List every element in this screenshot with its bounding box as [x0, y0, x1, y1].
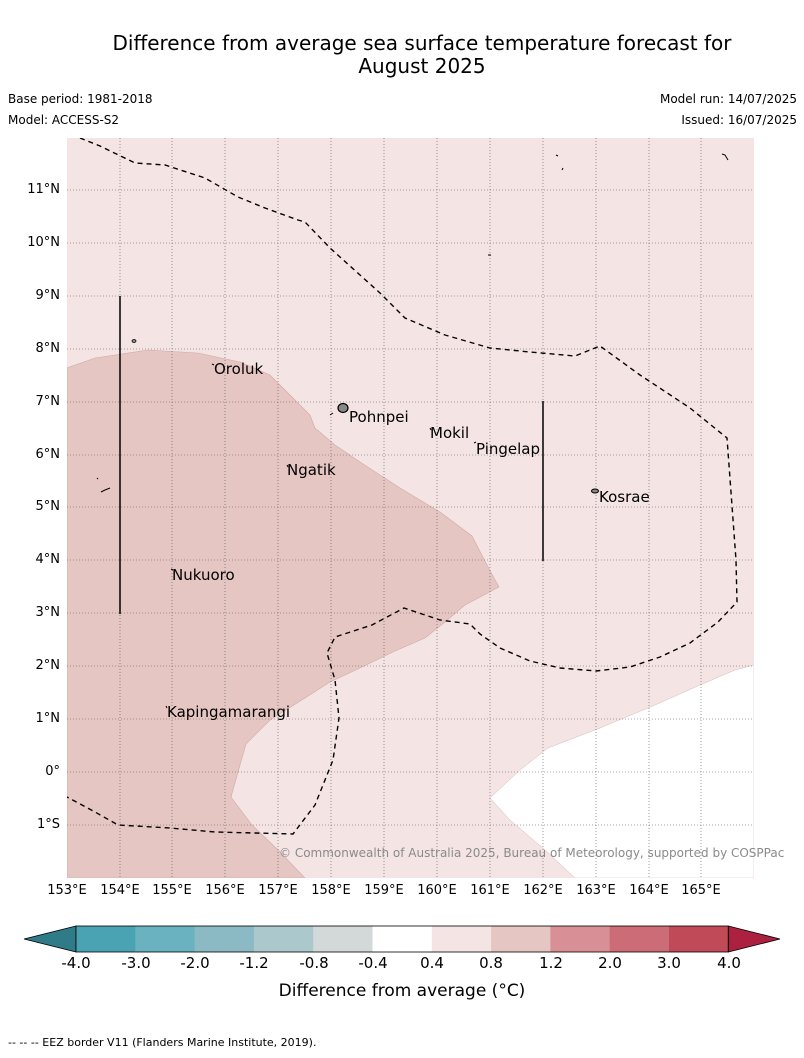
colorbar-title-text: Difference from average (: [278, 981, 499, 1001]
lat-label: 6°N: [35, 447, 61, 462]
place-label-oroluk: Oroluk: [214, 360, 264, 378]
colorbar-tick: -2.0: [180, 954, 210, 972]
lon-label: 164°E: [629, 883, 669, 898]
lat-label: 8°N: [35, 341, 61, 356]
place-label-ngatik: Ngatik: [287, 461, 336, 479]
colorbar-tick: -0.4: [358, 954, 388, 972]
colorbar-tick: 3.0: [657, 954, 681, 972]
place-label-nukuoro: Nukuoro: [172, 566, 235, 584]
lat-label: 0°: [45, 764, 60, 779]
islet: [131, 339, 137, 343]
base-period-text: Base period: 1981-2018: [8, 92, 153, 106]
title-line-1: Difference from average sea surface temp…: [112, 31, 732, 55]
copyright-text: © Commonwealth of Australia 2025, Bureau…: [279, 846, 785, 860]
lon-label: 156°E: [205, 883, 245, 898]
lon-label: 162°E: [523, 883, 563, 898]
lon-label: 163°E: [576, 883, 616, 898]
colorbar-tick: -4.0: [61, 954, 91, 972]
lon-label: 155°E: [152, 883, 192, 898]
lat-label: 11°N: [27, 182, 60, 197]
colorbar-tick: -3.0: [121, 954, 151, 972]
colorbar-tick: -1.2: [239, 954, 269, 972]
lat-label: 2°N: [35, 658, 61, 673]
lat-label: 5°N: [35, 499, 61, 514]
issued-text: Issued: 16/07/2025: [681, 113, 797, 127]
lon-label: 157°E: [258, 883, 298, 898]
pohnpei-island: [337, 402, 349, 414]
anomaly-region-0.8-1.2: [67, 349, 500, 878]
lon-label: 165°E: [681, 883, 721, 898]
colorbar-title: Difference from average (°C): [0, 981, 804, 1001]
colorbar-tick: -0.8: [299, 954, 329, 972]
lon-label: 160°E: [417, 883, 457, 898]
islands: [96, 153, 729, 709]
model-run-text: Model run: 14/07/2025: [659, 92, 797, 106]
model-text: Model: ACCESS-S2: [8, 113, 120, 127]
colorbar-tick: 2.0: [598, 954, 622, 972]
colorbar-tick: 1.2: [539, 954, 563, 972]
lat-label: 7°N: [35, 394, 61, 409]
lat-label: 9°N: [35, 288, 61, 303]
colorbar-tick: 0.4: [420, 954, 444, 972]
atoll-marks: [96, 153, 729, 709]
eez-footnote: -- -- -- EEZ border V11 (Flanders Marine…: [8, 1036, 317, 1049]
lon-label: 154°E: [100, 883, 140, 898]
lat-label: 3°N: [35, 605, 61, 620]
place-label-mokil: Mokil: [430, 424, 470, 442]
place-label-pohnpei: Pohnpei: [349, 408, 409, 426]
colorbar-tick: 4.0: [717, 954, 741, 972]
lon-label: 153°E: [47, 883, 87, 898]
place-label-pingelap: Pingelap: [476, 440, 541, 458]
colorbar-title-unit: °C): [498, 981, 526, 1001]
place-label-kapingamarangi: Kapingamarangi: [167, 703, 291, 721]
title-line-2: August 2025: [358, 54, 486, 78]
lat-label: 1°S: [36, 817, 60, 832]
lon-label: 158°E: [311, 883, 351, 898]
lon-label: 161°E: [470, 883, 510, 898]
colorbar-tick: 0.8: [479, 954, 503, 972]
place-label-kosrae: Kosrae: [599, 488, 650, 506]
lon-label: 159°E: [364, 883, 404, 898]
lat-label: 10°N: [27, 235, 60, 250]
eez-border: [67, 138, 738, 835]
map-title: Difference from average sea surface temp…: [0, 32, 804, 78]
lat-label: 1°N: [35, 711, 61, 726]
lat-label: 4°N: [35, 552, 61, 567]
kosrae-island: [591, 488, 599, 494]
